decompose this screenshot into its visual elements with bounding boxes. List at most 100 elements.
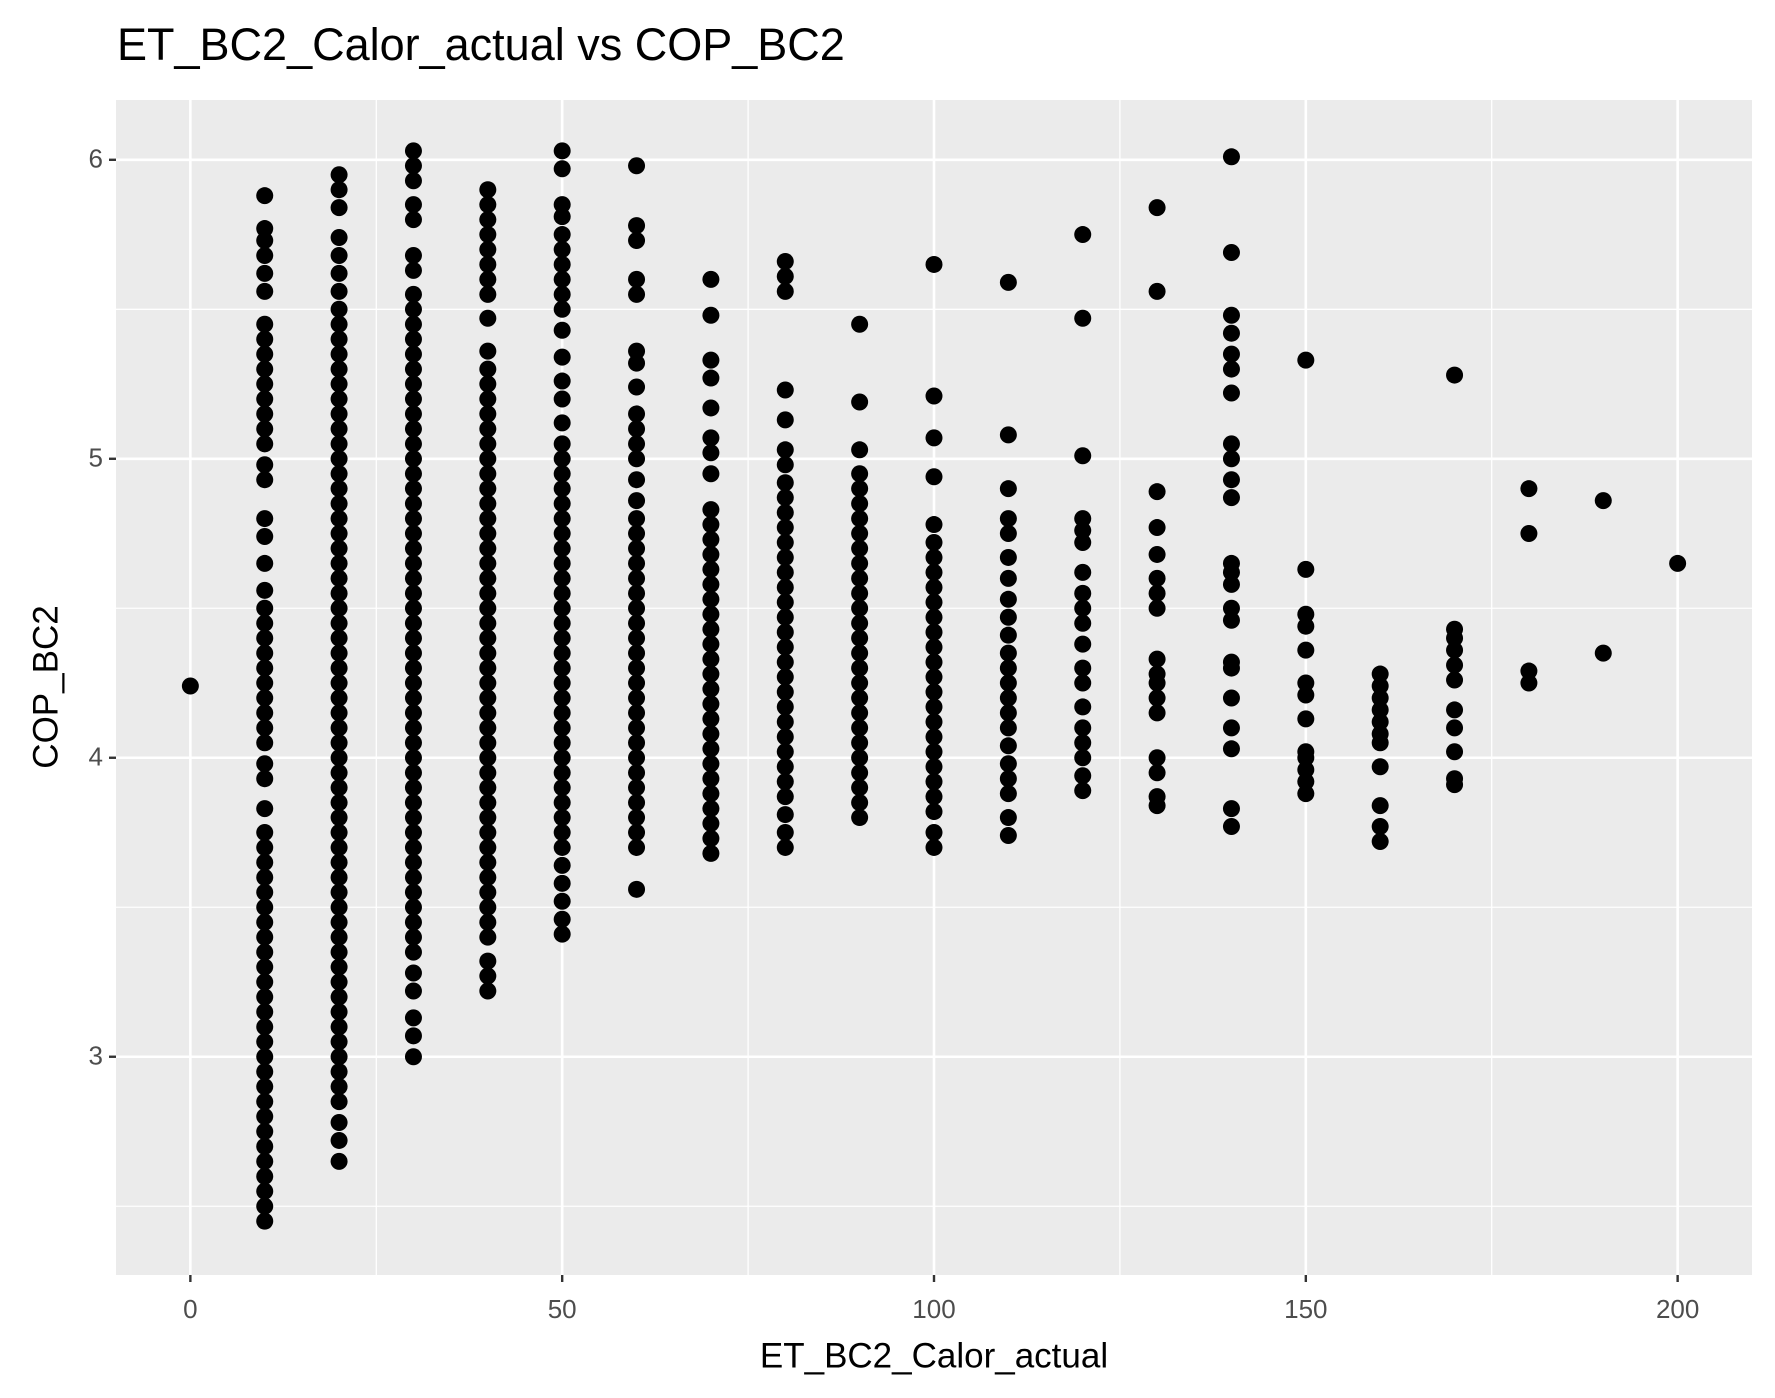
point bbox=[256, 1167, 274, 1185]
point bbox=[479, 659, 497, 677]
point bbox=[628, 378, 646, 396]
point bbox=[404, 172, 422, 190]
point bbox=[702, 725, 720, 743]
point bbox=[1371, 677, 1389, 695]
point bbox=[851, 809, 869, 827]
point bbox=[1371, 713, 1389, 731]
point bbox=[1074, 659, 1092, 677]
point bbox=[628, 270, 646, 288]
point bbox=[1520, 674, 1538, 692]
point bbox=[256, 528, 274, 546]
x-tick-label: 200 bbox=[1656, 1294, 1699, 1324]
point bbox=[553, 208, 571, 226]
point bbox=[479, 913, 497, 931]
point bbox=[702, 465, 720, 483]
point bbox=[330, 229, 348, 247]
point bbox=[1148, 199, 1166, 217]
point bbox=[553, 372, 571, 390]
point bbox=[1297, 773, 1315, 791]
point bbox=[553, 764, 571, 782]
point bbox=[776, 698, 794, 716]
point bbox=[1074, 614, 1092, 632]
point bbox=[330, 199, 348, 217]
point bbox=[851, 794, 869, 812]
point bbox=[479, 982, 497, 1000]
point bbox=[925, 758, 943, 776]
point bbox=[925, 728, 943, 746]
point bbox=[404, 898, 422, 916]
point bbox=[553, 719, 571, 737]
point bbox=[330, 264, 348, 282]
point bbox=[256, 330, 274, 348]
point bbox=[479, 614, 497, 632]
point bbox=[256, 405, 274, 423]
point bbox=[404, 749, 422, 767]
point bbox=[1297, 710, 1315, 728]
point bbox=[776, 653, 794, 671]
point bbox=[999, 674, 1017, 692]
point bbox=[1222, 345, 1240, 363]
point bbox=[851, 674, 869, 692]
point bbox=[628, 420, 646, 438]
point bbox=[404, 196, 422, 214]
point bbox=[1148, 519, 1166, 537]
point bbox=[628, 285, 646, 303]
point bbox=[404, 480, 422, 498]
point bbox=[776, 489, 794, 507]
point bbox=[330, 315, 348, 333]
point bbox=[330, 973, 348, 991]
point bbox=[628, 629, 646, 647]
point bbox=[776, 252, 794, 270]
point bbox=[553, 255, 571, 273]
point bbox=[999, 826, 1017, 844]
point bbox=[628, 405, 646, 423]
point bbox=[256, 510, 274, 528]
point bbox=[1222, 450, 1240, 468]
point bbox=[628, 749, 646, 767]
point bbox=[1222, 306, 1240, 324]
point bbox=[702, 444, 720, 462]
point bbox=[702, 575, 720, 593]
point bbox=[330, 569, 348, 587]
point bbox=[479, 719, 497, 737]
point bbox=[851, 704, 869, 722]
point bbox=[1446, 366, 1464, 384]
point bbox=[256, 614, 274, 632]
point bbox=[330, 181, 348, 199]
point bbox=[776, 533, 794, 551]
point bbox=[404, 345, 422, 363]
point bbox=[479, 360, 497, 378]
point bbox=[256, 973, 274, 991]
point bbox=[999, 737, 1017, 755]
point bbox=[330, 375, 348, 393]
point bbox=[330, 898, 348, 916]
point bbox=[628, 569, 646, 587]
point bbox=[553, 435, 571, 453]
point bbox=[404, 539, 422, 557]
point bbox=[628, 734, 646, 752]
point bbox=[404, 764, 422, 782]
point bbox=[628, 764, 646, 782]
point bbox=[776, 743, 794, 761]
point bbox=[553, 414, 571, 432]
point bbox=[851, 614, 869, 632]
point bbox=[404, 495, 422, 513]
point bbox=[776, 282, 794, 300]
point bbox=[479, 838, 497, 856]
point bbox=[256, 883, 274, 901]
point bbox=[999, 525, 1017, 543]
point bbox=[553, 674, 571, 692]
point bbox=[1297, 686, 1315, 704]
point bbox=[479, 599, 497, 617]
point bbox=[628, 659, 646, 677]
point bbox=[702, 650, 720, 668]
point bbox=[330, 510, 348, 528]
point bbox=[404, 405, 422, 423]
point bbox=[702, 531, 720, 549]
point bbox=[479, 689, 497, 707]
point bbox=[330, 1093, 348, 1111]
point bbox=[851, 629, 869, 647]
point bbox=[1222, 599, 1240, 617]
point bbox=[628, 539, 646, 557]
point bbox=[553, 809, 571, 827]
